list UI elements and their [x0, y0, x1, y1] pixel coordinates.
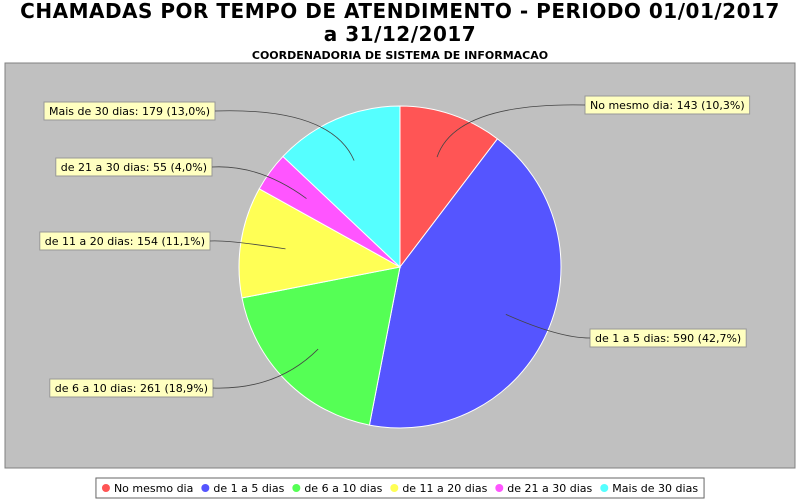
pie-slice: [399, 105, 499, 269]
legend-swatch: [201, 484, 210, 492]
legend-label: Mais de 30 dias: [612, 482, 698, 495]
label-link: [505, 313, 591, 339]
legend-label: No mesmo dia: [114, 482, 193, 495]
chart-title: CHAMADAS POR TEMPO DE ATENDIMENTO - PERI…: [20, 0, 780, 46]
slice-label: de 11 a 20 dias: 154 (11,1%): [45, 235, 205, 248]
pie-slice: [238, 188, 402, 299]
label-link: [214, 110, 355, 161]
slice-label: Mais de 30 dias: 179 (13,0%): [49, 105, 210, 118]
legend-swatch: [101, 484, 110, 492]
label-link: [436, 104, 586, 158]
legend: No mesmo dia de 1 a 5 dias de 6 a 10 dias d…: [101, 482, 698, 495]
chart-subtitle: COORDENADORIA DE SISTEMA DE INFORMACAO: [251, 49, 549, 62]
legend-label: de 6 a 10 dias: [304, 482, 382, 495]
pie-slice: [282, 105, 401, 269]
slice-label: No mesmo dia: 143 (10,3%): [590, 99, 745, 112]
slice-label: de 6 a 10 dias: 261 (18,9%): [55, 382, 208, 395]
legend-frame: [95, 477, 705, 499]
slice-label: de 21 a 30 dias: 55 (4,0%): [61, 161, 207, 174]
legend-label: de 1 a 5 dias: [213, 482, 284, 495]
legend-swatch: [292, 484, 301, 492]
legend-swatch: [600, 484, 609, 492]
label-link: [211, 166, 307, 199]
legend-label: de 21 a 30 dias: [507, 482, 592, 495]
slice-label: de 1 a 5 dias: 590 (42,7%): [595, 332, 741, 345]
legend-label: de 11 a 20 dias: [402, 482, 487, 495]
pie-slice: [241, 266, 401, 426]
label-link: [209, 240, 286, 250]
label-link: [212, 348, 319, 389]
pie-slice: [368, 138, 562, 429]
legend-swatch: [390, 484, 399, 492]
legend-swatch: [495, 484, 504, 492]
